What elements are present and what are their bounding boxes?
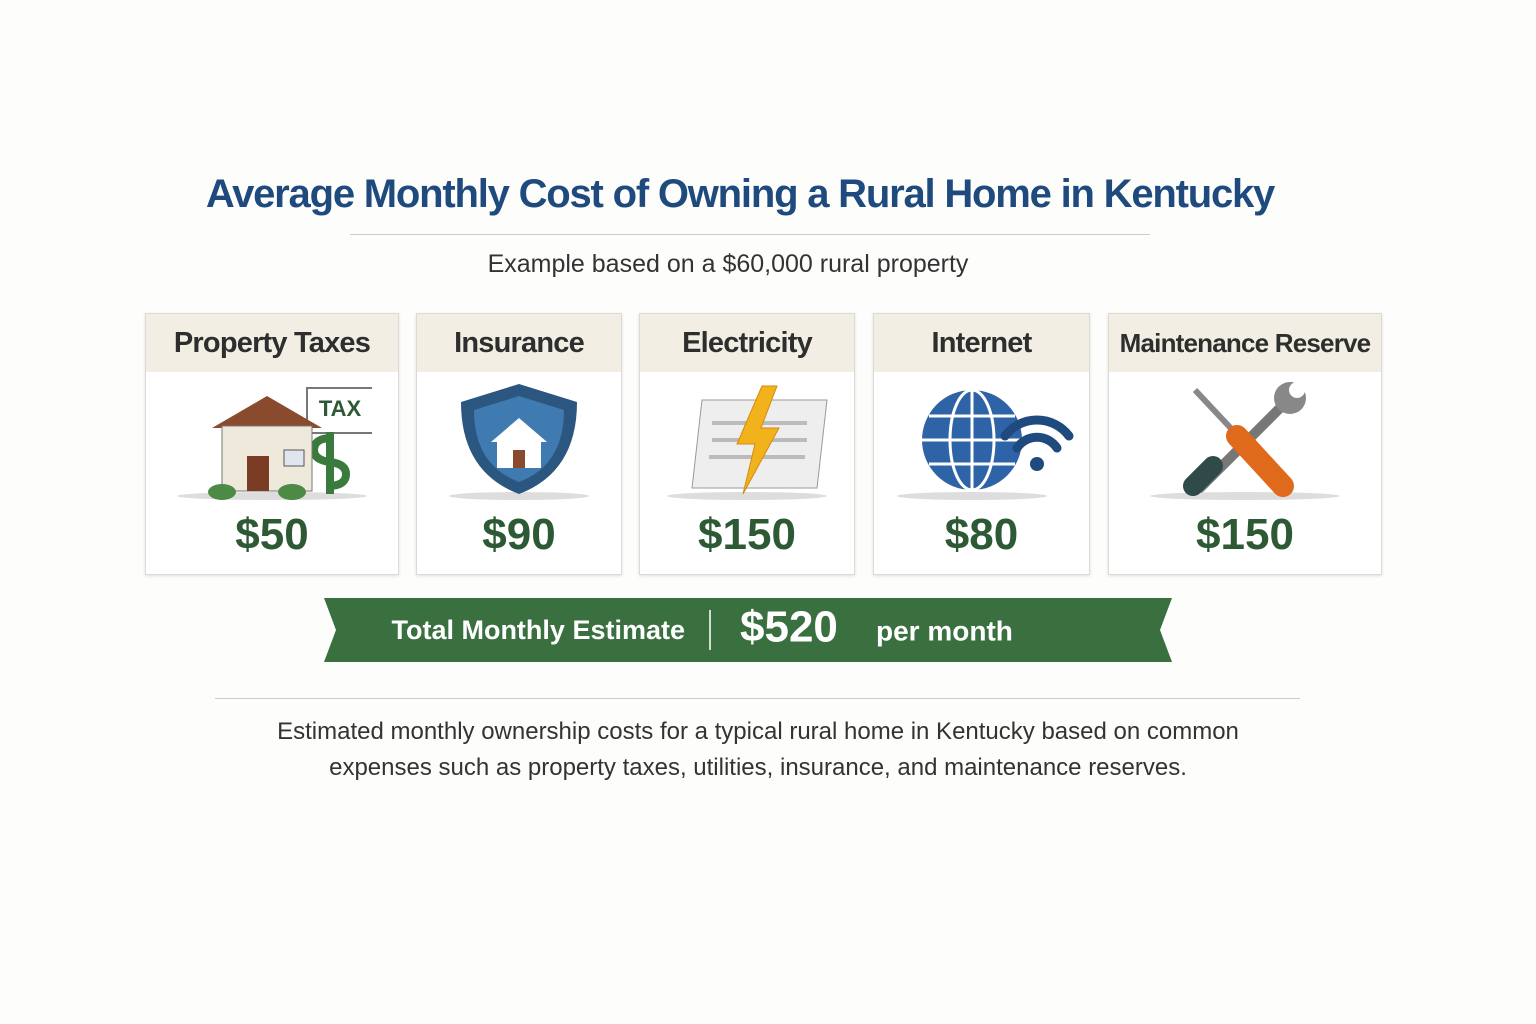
- bill-icon: [667, 385, 828, 500]
- cost-card: Insurance $90: [416, 313, 622, 575]
- icon-label: TAX: [319, 396, 362, 421]
- tax-icon: TAX: [177, 387, 372, 500]
- subtitle: Example based on a $60,000 rural propert…: [487, 250, 969, 278]
- divider: [350, 234, 1150, 235]
- card-amount: $90: [482, 510, 556, 559]
- cost-card: Internet $80: [873, 313, 1090, 575]
- card-label: Property Taxes: [146, 314, 398, 372]
- card-amount: $50: [235, 510, 309, 559]
- card-amount: $150: [1196, 510, 1294, 559]
- divider: [215, 698, 1300, 699]
- footnote: Estimated monthly ownership costs for a …: [277, 718, 1239, 745]
- card-label: Electricity: [640, 314, 854, 372]
- total-unit: per month: [876, 615, 1013, 646]
- tools-icon: [1150, 382, 1340, 500]
- cost-card: Maintenance Reserve $150: [1108, 313, 1382, 575]
- cost-card: Electricity $150: [639, 313, 855, 575]
- card-label: Internet: [874, 314, 1089, 372]
- total-amount: $520: [740, 603, 838, 652]
- total-label: Total Monthly Estimate: [391, 615, 685, 645]
- title: Average Monthly Cost of Owning a Rural H…: [205, 172, 1275, 216]
- card-amount: $150: [698, 510, 796, 559]
- card-label: Insurance: [417, 314, 621, 372]
- footnote: expenses such as property taxes, utiliti…: [329, 754, 1187, 781]
- total-banner: Total Monthly Estimate $520 per month: [324, 598, 1172, 662]
- card-amount: $80: [944, 510, 1019, 559]
- card-label: Maintenance Reserve: [1109, 314, 1381, 372]
- shield-icon: [449, 384, 589, 500]
- cost-card: Property Taxes TAX $50: [145, 313, 399, 575]
- internet-icon: [896, 388, 1073, 500]
